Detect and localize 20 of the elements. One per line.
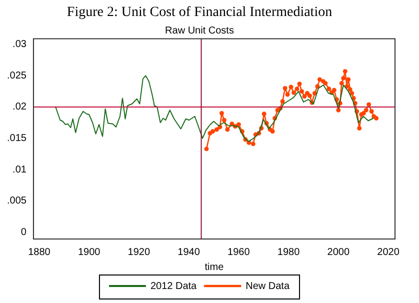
y-tick-label: 0 — [20, 226, 27, 238]
x-tick-label: 2020 — [377, 246, 400, 258]
x-tick-label: 1880 — [28, 246, 51, 258]
x-tick-label: 2000 — [327, 246, 350, 258]
x-axis-title: time — [204, 262, 224, 273]
x-tick-label: 1940 — [178, 246, 200, 258]
legend-label: New Data — [246, 280, 290, 292]
x-tick-label: 1980 — [277, 246, 300, 258]
y-tick-label: .005 — [6, 196, 27, 207]
y-tick-label: .025 — [6, 70, 27, 82]
y-tick-label: .03 — [12, 39, 27, 50]
x-tick-label: 1920 — [128, 246, 150, 258]
y-tick-label: .015 — [6, 133, 27, 144]
legend-label: 2012 Data — [150, 280, 198, 292]
x-tick-label: 1900 — [78, 246, 101, 258]
y-tick-label: .02 — [12, 102, 27, 113]
chart-subtitle: Raw Unit Costs — [165, 26, 234, 37]
x-tick-label: 1960 — [228, 246, 250, 258]
chart-title: Figure 2: Unit Cost of Financial Intermediation — [66, 5, 332, 20]
y-tick-label: .01 — [12, 164, 27, 176]
